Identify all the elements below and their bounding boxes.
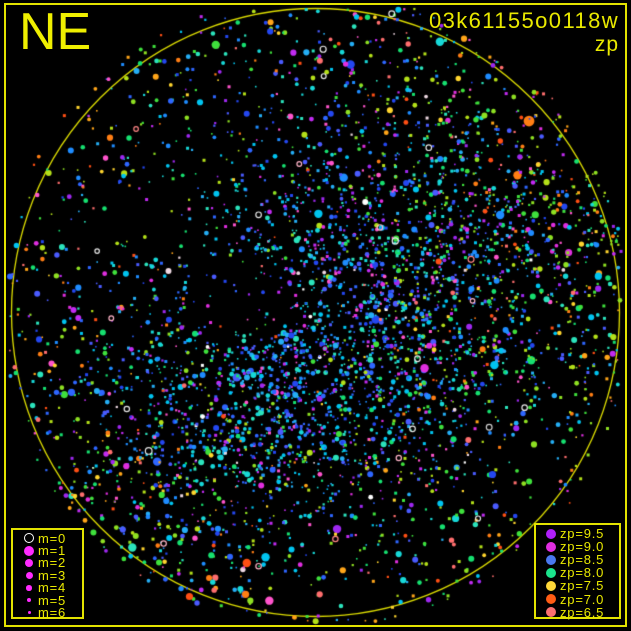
legend-label: m=4 xyxy=(38,580,67,596)
legend-item: zp=9.5 xyxy=(542,526,619,542)
legend-label: m=1 xyxy=(38,543,67,559)
legend-item: m=5 xyxy=(20,592,82,608)
zp85-dot-marker-icon xyxy=(546,554,556,565)
m1-dot-marker-icon xyxy=(24,545,34,556)
legend-label: zp=9.0 xyxy=(560,539,605,555)
zp90-dot-marker-icon xyxy=(546,541,556,552)
exposure-title: 03k61155o0118w xyxy=(428,8,619,33)
zp70-dot-marker-icon xyxy=(546,594,556,605)
legend-label: m=5 xyxy=(38,592,67,608)
legend-label: m=6 xyxy=(38,605,67,621)
legend-label: m=2 xyxy=(38,555,67,571)
legend-item: m=6 xyxy=(20,605,82,621)
magnitude-legend: m=0 m=1 m=2 m=3 m=4 m=5 m=6 xyxy=(11,528,84,621)
legend-label: m=0 xyxy=(38,530,67,546)
zp65-dot-marker-icon xyxy=(546,607,556,618)
legend-label: zp=6.5 xyxy=(560,604,605,620)
legend-label: zp=9.5 xyxy=(560,526,605,542)
legend-item: zp=6.5 xyxy=(542,604,619,620)
legend-item: m=4 xyxy=(20,580,82,596)
legend-item: zp=7.5 xyxy=(542,578,619,594)
legend-label: zp=7.0 xyxy=(560,591,605,607)
legend-label: m=3 xyxy=(38,567,67,583)
legend-item: zp=7.0 xyxy=(542,591,619,607)
zp95-dot-marker-icon xyxy=(546,528,556,539)
m0-ring-marker-icon xyxy=(24,533,34,544)
m4-dot-marker-icon xyxy=(26,585,32,591)
legend-item: m=3 xyxy=(20,567,82,583)
legend-label: zp=8.0 xyxy=(560,565,605,581)
legend-item: m=0 xyxy=(20,530,82,546)
legend-label: zp=8.5 xyxy=(560,552,605,568)
legend-label: zp=7.5 xyxy=(560,578,605,594)
zp75-dot-marker-icon xyxy=(546,580,556,591)
legend-item: zp=9.0 xyxy=(542,539,619,555)
legend-item: zp=8.0 xyxy=(542,565,619,581)
zeropoint-legend: zp=9.5 zp=9.0 zp=8.5 zp=8.0 zp=7.5 zp=7.… xyxy=(534,523,621,620)
legend-item: m=1 xyxy=(20,543,82,559)
m6-dot-marker-icon xyxy=(27,611,31,615)
legend-item: m=2 xyxy=(20,555,82,571)
quadrant-label: NE xyxy=(19,3,92,61)
colorbar-variable-label: zp xyxy=(594,33,619,57)
m5-dot-marker-icon xyxy=(27,598,31,603)
m2-dot-marker-icon xyxy=(24,558,34,568)
legend-item: zp=8.5 xyxy=(542,552,619,568)
title-block: 03k61155o0118w zp xyxy=(429,9,619,56)
m3-dot-marker-icon xyxy=(25,571,33,579)
zp80-dot-marker-icon xyxy=(546,567,556,578)
